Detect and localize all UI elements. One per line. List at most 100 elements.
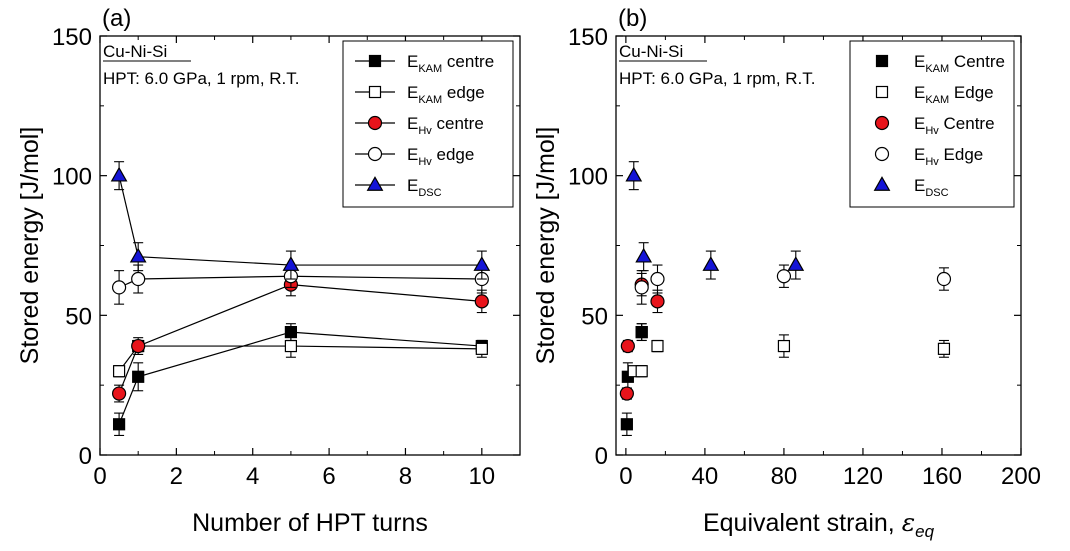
data-point — [474, 294, 489, 309]
legend-marker — [875, 54, 889, 68]
condition-label: HPT: 6.0 GPa, 1 rpm, R.T. — [103, 69, 300, 88]
data-point — [625, 166, 643, 182]
legend-label: EHv centre — [407, 114, 484, 137]
legend-label-base: E — [407, 83, 418, 102]
data-point — [634, 280, 649, 295]
legend-marker — [367, 146, 383, 162]
legend-label-suffix: Edge — [939, 145, 983, 164]
data-point — [650, 294, 665, 309]
y-tick-label: 50 — [65, 303, 92, 330]
data-point — [635, 325, 648, 339]
x-tick-label: 2 — [170, 463, 183, 490]
legend-label: EKAM Edge — [914, 83, 994, 106]
legend-label-subscript: Hv — [418, 125, 432, 137]
legend-marker — [367, 115, 383, 131]
legend-label-suffix: Edge — [949, 83, 993, 102]
y-axis-label: Stored energy [J/mol] — [532, 127, 560, 365]
data-point — [620, 338, 635, 354]
x-tick-label: 4 — [246, 463, 259, 490]
legend-label-subscript: KAM — [418, 94, 442, 106]
legend-marker — [368, 85, 382, 99]
legend-label-base: E — [914, 52, 925, 71]
data-point — [777, 339, 791, 353]
data-point — [620, 418, 633, 431]
material-label: Cu-Ni-Si — [103, 42, 167, 61]
data-point — [619, 386, 634, 401]
legend-label-subscript: Hv — [925, 156, 939, 168]
legend-label-suffix: edge — [442, 83, 485, 102]
legend-label-suffix: centre — [442, 52, 494, 71]
y-tick-label: 0 — [595, 443, 608, 470]
data-point — [282, 256, 300, 271]
x-tick-label: 0 — [93, 463, 106, 490]
legend-label-subscript: DSC — [418, 187, 441, 199]
data-point — [635, 247, 653, 263]
x-axis-label: Equivalent strain, εeq — [703, 508, 935, 541]
x-tick-label: 6 — [322, 463, 335, 490]
y-tick-label: 100 — [52, 164, 92, 191]
legend-label-subscript: Hv — [418, 156, 432, 168]
data-point — [131, 338, 146, 354]
data-point — [111, 386, 127, 401]
data-point — [651, 339, 664, 353]
legend-label-base: E — [914, 176, 925, 195]
series-2 — [111, 272, 489, 403]
legend-label-base: E — [407, 145, 418, 164]
y-tick-label: 50 — [581, 303, 608, 330]
data-point — [284, 339, 298, 353]
x-tick-label: 160 — [922, 463, 962, 490]
legend-marker — [366, 176, 384, 191]
x-axis-label-symbol: ε — [902, 508, 915, 537]
series-line — [118, 283, 482, 394]
legend-label-base: E — [407, 52, 418, 71]
legend-label: EKAM centre — [407, 52, 494, 75]
legend-marker — [873, 176, 891, 191]
legend-marker — [874, 146, 890, 162]
legend-label: EHv Centre — [914, 114, 995, 137]
data-point — [650, 271, 665, 287]
legend-label-suffix: centre — [432, 114, 484, 133]
legend-label-suffix: Centre — [939, 114, 995, 133]
data-point — [936, 271, 952, 287]
data-point — [112, 365, 126, 378]
data-point — [131, 271, 146, 287]
legend-label-base: E — [914, 145, 925, 164]
legend-label-subscript: KAM — [925, 94, 949, 106]
legend-label: EKAM Centre — [914, 52, 1005, 75]
data-point — [112, 418, 126, 431]
data-point — [776, 269, 792, 284]
data-point — [635, 365, 648, 378]
series-0 — [112, 323, 488, 436]
series-line — [118, 331, 482, 425]
legend-label-base: E — [914, 83, 925, 102]
y-axis-label: Stored energy [J/mol] — [16, 127, 44, 365]
data-point — [787, 256, 805, 271]
legend-label-base: E — [914, 114, 925, 133]
legend-label: EHv Edge — [914, 145, 983, 168]
series-1 — [627, 334, 951, 378]
series-1 — [112, 334, 488, 378]
legend-marker — [875, 85, 889, 99]
legend-label-subscript: KAM — [925, 63, 949, 75]
y-tick-label: 100 — [568, 164, 608, 191]
material-label: Cu-Ni-Si — [619, 42, 683, 61]
y-tick-label: 150 — [568, 24, 608, 51]
series-line — [118, 345, 482, 372]
data-point — [129, 247, 147, 263]
data-point — [473, 256, 491, 271]
legend-label: EDSC — [407, 176, 442, 199]
data-point — [111, 280, 127, 295]
y-tick-label: 0 — [79, 443, 92, 470]
data-point — [702, 256, 720, 271]
series-3 — [111, 264, 489, 305]
series-4 — [110, 161, 491, 280]
legend-label-subscript: DSC — [925, 187, 948, 199]
series-4 — [625, 161, 805, 280]
x-tick-label: 0 — [619, 463, 632, 490]
data-point — [475, 342, 488, 355]
legend-label-base: E — [407, 114, 418, 133]
series-line — [118, 275, 482, 288]
